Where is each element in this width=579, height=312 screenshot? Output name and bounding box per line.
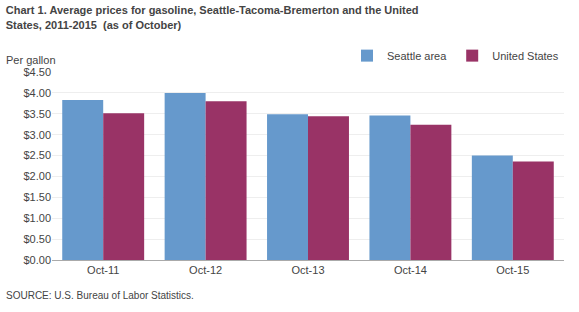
- svg-text:$4.00: $4.00: [23, 87, 51, 99]
- svg-text:$1.50: $1.50: [23, 191, 51, 203]
- svg-text:SOURCE: U.S. Bureau of Labor S: SOURCE: U.S. Bureau of Labor Statistics.: [6, 290, 194, 301]
- svg-text:$0.00: $0.00: [23, 254, 51, 266]
- svg-text:$2.00: $2.00: [23, 170, 51, 182]
- svg-text:Oct-14: Oct-14: [394, 264, 427, 276]
- svg-text:Seattle area: Seattle area: [387, 50, 447, 62]
- svg-text:Oct-15: Oct-15: [496, 264, 529, 276]
- svg-text:Per gallon: Per gallon: [6, 54, 56, 66]
- svg-text:Oct-11: Oct-11: [87, 264, 119, 276]
- svg-text:$3.00: $3.00: [23, 129, 51, 141]
- svg-text:Oct-13: Oct-13: [291, 264, 324, 276]
- svg-text:$3.50: $3.50: [23, 108, 51, 120]
- svg-text:$4.50: $4.50: [23, 66, 51, 78]
- svg-text:$2.50: $2.50: [23, 149, 51, 161]
- svg-text:Oct-12: Oct-12: [189, 264, 222, 276]
- svg-text:Chart 1. Average prices for ga: Chart 1. Average prices for gasoline, Se…: [6, 4, 419, 30]
- svg-text:$1.00: $1.00: [23, 212, 51, 224]
- svg-text:United States: United States: [492, 50, 559, 62]
- svg-text:$0.50: $0.50: [23, 233, 51, 245]
